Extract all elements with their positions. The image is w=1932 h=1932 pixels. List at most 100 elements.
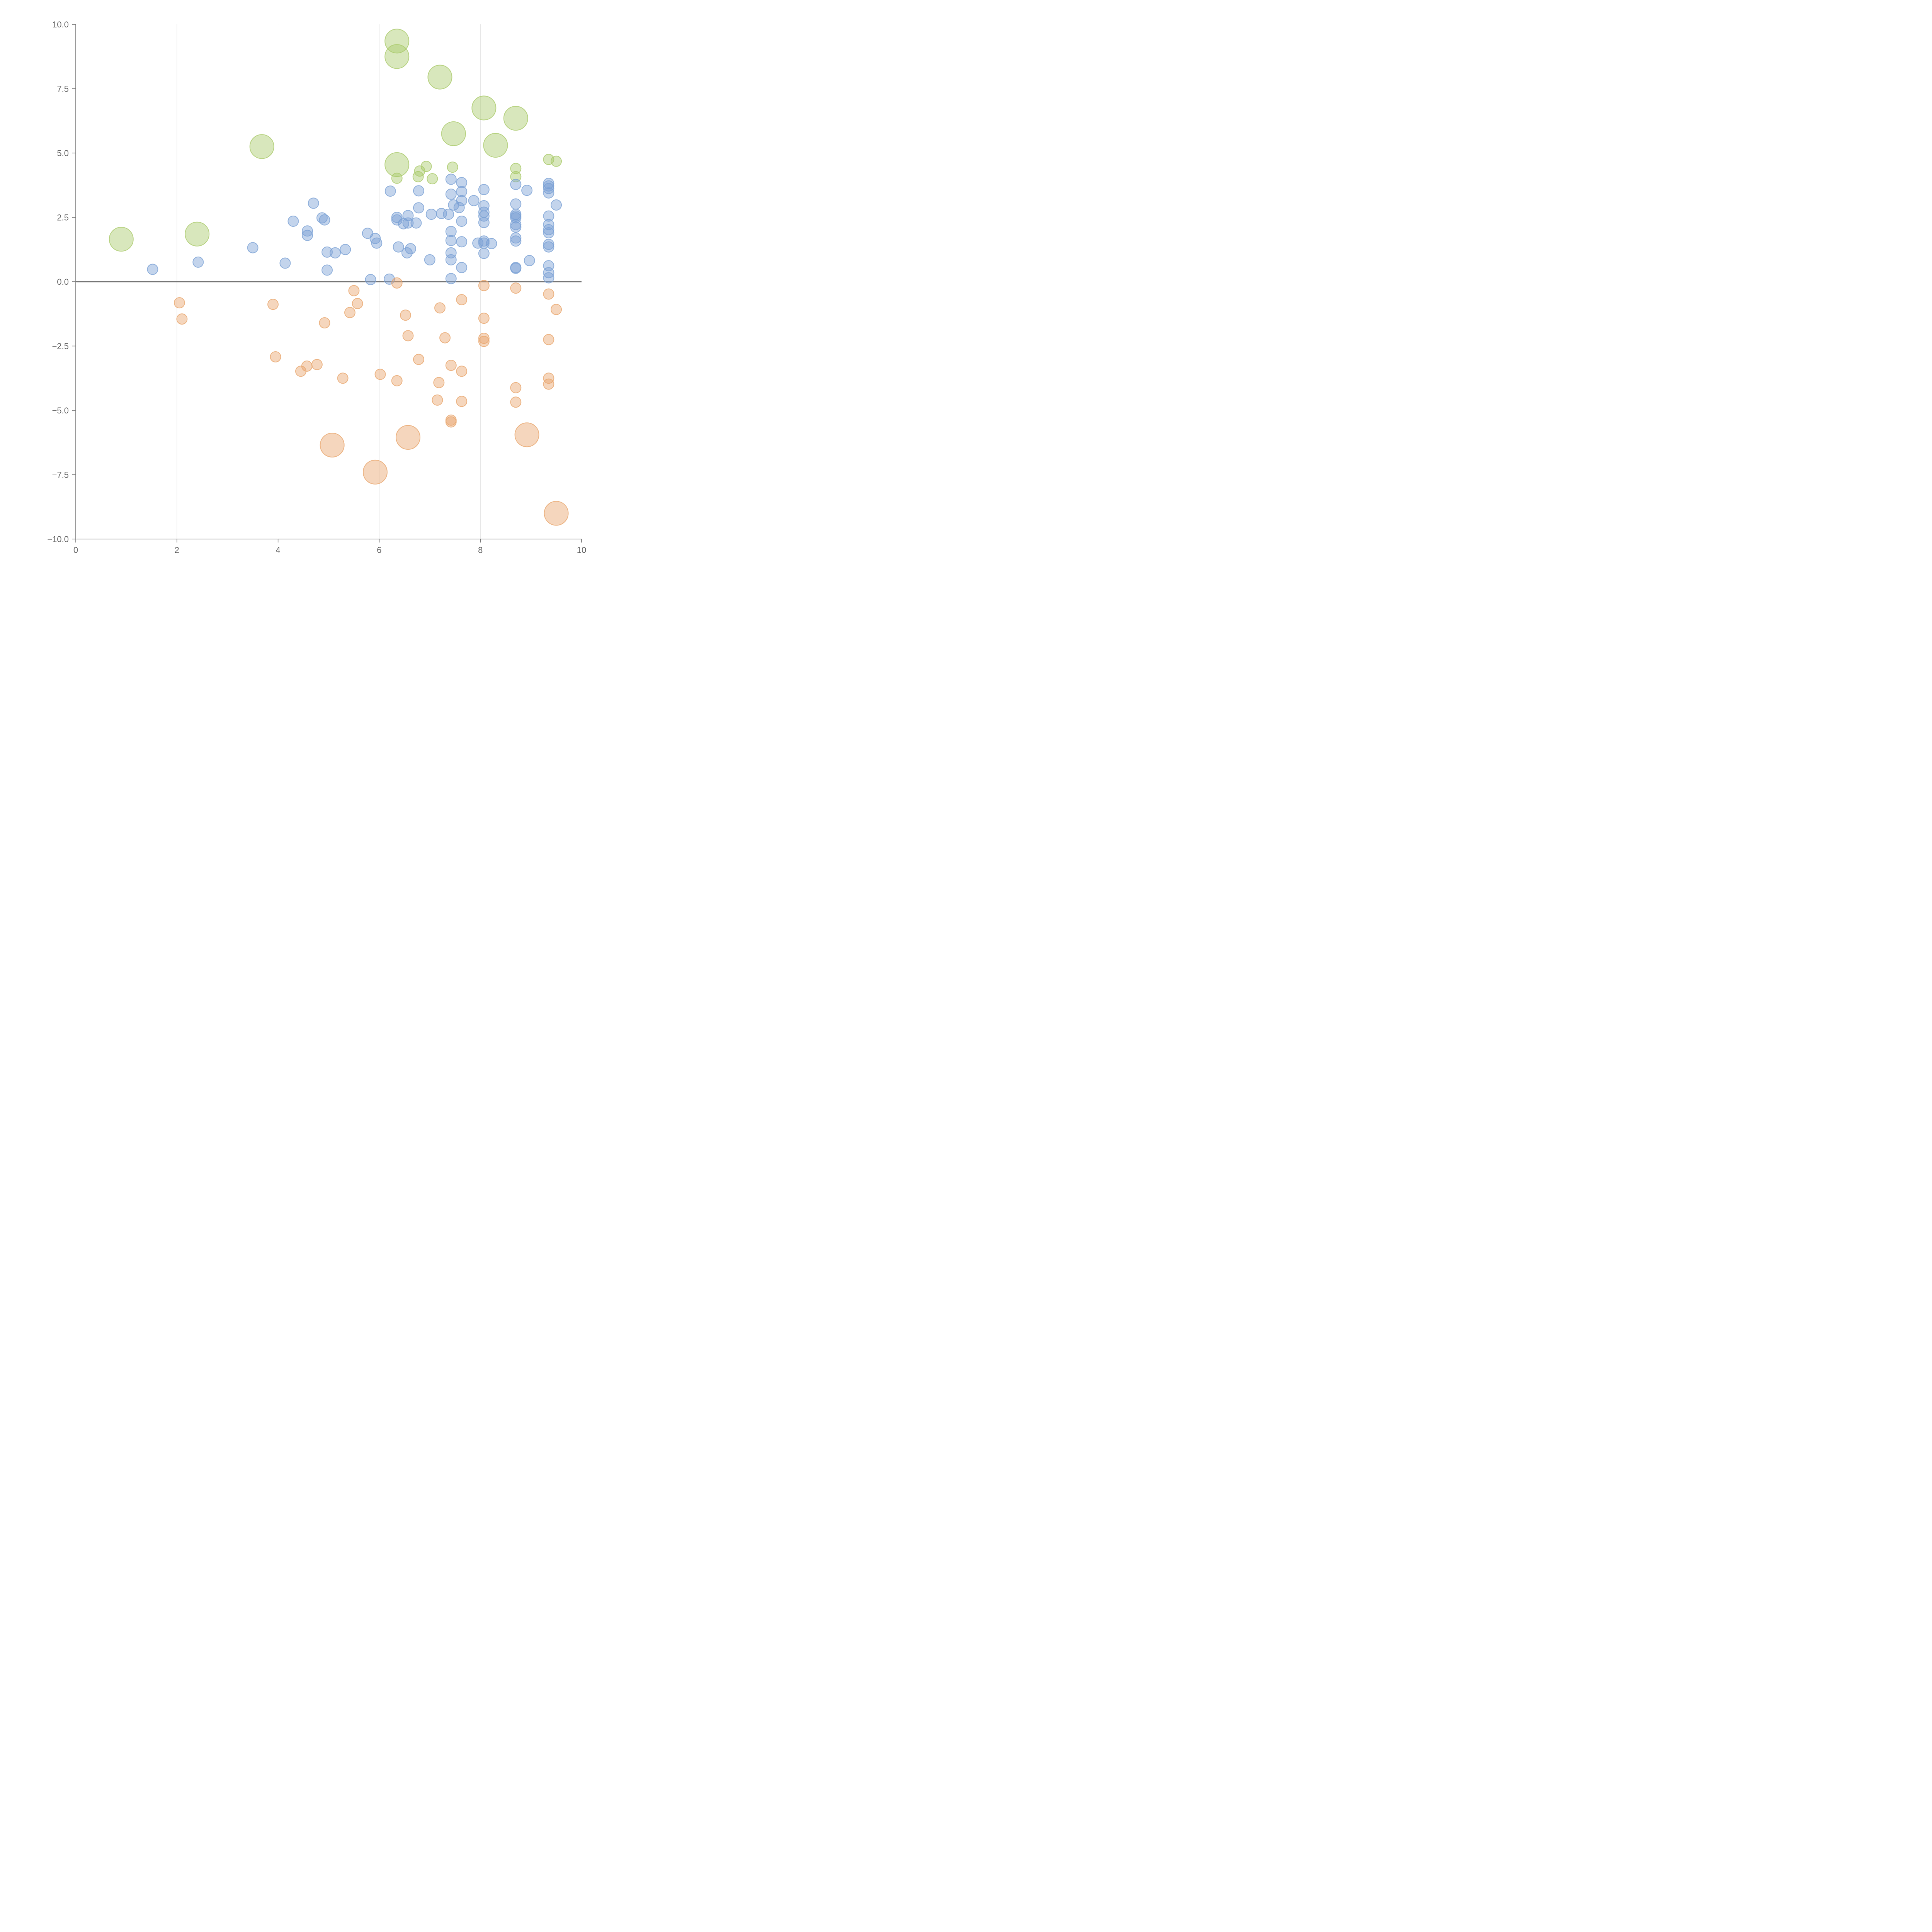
blue-point-5 bbox=[302, 225, 313, 237]
blue-point-60 bbox=[486, 238, 497, 249]
blue-point-1 bbox=[192, 256, 204, 268]
orange-point-16 bbox=[402, 330, 414, 342]
blue-point-67 bbox=[510, 221, 522, 233]
orange-point-25 bbox=[456, 294, 468, 306]
orange-point-7 bbox=[319, 317, 330, 329]
orange-point-22 bbox=[445, 359, 457, 371]
blue-point-36 bbox=[445, 189, 457, 200]
green-point-10 bbox=[109, 227, 134, 252]
chart-container: 10.0 7.5 5.0 2.5 0.0 −2.5 −5.0 −7.5 −10.0 0 2 4 6 8 10 bbox=[0, 0, 600, 600]
green-point-8 bbox=[384, 152, 410, 177]
blue-point-81 bbox=[543, 227, 554, 238]
orange-point-24 bbox=[445, 416, 457, 428]
blue-point-25 bbox=[402, 217, 414, 229]
orange-point-38 bbox=[543, 378, 554, 390]
blue-point-77 bbox=[543, 187, 554, 199]
blue-point-43 bbox=[456, 177, 468, 189]
orange-point-27 bbox=[456, 396, 468, 407]
blue-point-7 bbox=[308, 197, 319, 209]
blue-point-34 bbox=[443, 209, 454, 220]
blue-point-12 bbox=[330, 247, 341, 259]
y-tick-label-3: 2.5 bbox=[57, 213, 69, 223]
blue-point-68 bbox=[510, 232, 522, 244]
blue-point-82 bbox=[543, 238, 554, 250]
green-point-13 bbox=[447, 162, 458, 173]
orange-point-15 bbox=[400, 310, 411, 321]
orange-point-0 bbox=[173, 297, 185, 309]
orange-point-35 bbox=[543, 288, 554, 300]
blue-point-9 bbox=[319, 214, 330, 226]
y-tick-label-6: −5.0 bbox=[52, 406, 69, 415]
orange-point-20 bbox=[434, 302, 446, 314]
x-tick-label-0: 0 bbox=[73, 545, 78, 555]
blue-point-6 bbox=[302, 230, 313, 241]
blue-point-62 bbox=[510, 198, 522, 210]
green-point-7 bbox=[249, 134, 274, 159]
blue-point-27 bbox=[405, 243, 417, 255]
orange-point-29 bbox=[478, 313, 490, 324]
green-point-14 bbox=[420, 161, 432, 172]
blue-point-10 bbox=[321, 246, 333, 258]
blue-point-28 bbox=[410, 217, 422, 229]
blue-point-46 bbox=[453, 202, 465, 213]
orange-point-31 bbox=[478, 336, 490, 347]
orange-point-21 bbox=[439, 332, 451, 344]
green-point-5 bbox=[441, 121, 466, 146]
orange-point-42 bbox=[362, 459, 388, 485]
orange-point-26 bbox=[456, 366, 468, 377]
green-point-9 bbox=[185, 221, 210, 247]
blue-point-21 bbox=[391, 214, 403, 226]
blue-point-32 bbox=[425, 209, 437, 220]
tick-labels: 10.0 7.5 5.0 2.5 0.0 −2.5 −5.0 −7.5 −10.0 0 2 4 6 8 10 bbox=[47, 20, 586, 555]
orange-point-13 bbox=[391, 277, 403, 289]
orange-point-9 bbox=[344, 307, 355, 318]
blue-point-41 bbox=[445, 254, 457, 265]
blue-point-39 bbox=[445, 235, 457, 246]
blue-point-61 bbox=[510, 179, 522, 190]
green-point-18 bbox=[510, 171, 522, 182]
orange-point-19 bbox=[433, 377, 445, 388]
scatter-chart: 10.0 7.5 5.0 2.5 0.0 −2.5 −5.0 −7.5 −10.0 0 2 4 6 8 10 bbox=[47, 20, 586, 555]
orange-point-6 bbox=[311, 359, 323, 370]
orange-point-12 bbox=[374, 369, 386, 380]
blue-point-42 bbox=[445, 273, 457, 284]
blue-point-66 bbox=[510, 219, 522, 230]
x-tick-label-1: 2 bbox=[175, 545, 179, 555]
orange-point-8 bbox=[337, 372, 349, 384]
orange-point-17 bbox=[413, 354, 425, 365]
blue-point-11 bbox=[321, 264, 333, 276]
x-tick-label-4: 8 bbox=[478, 545, 483, 555]
y-tick-label-1: 7.5 bbox=[57, 84, 69, 94]
y-tick-label-2: 5.0 bbox=[57, 148, 69, 158]
blue-point-4 bbox=[287, 215, 299, 227]
orange-point-5 bbox=[301, 360, 313, 372]
blue-point-22 bbox=[393, 241, 404, 253]
y-tick-label-8: −10.0 bbox=[47, 534, 69, 544]
green-point-4 bbox=[503, 106, 528, 131]
orange-point-32 bbox=[510, 282, 522, 294]
y-tick-label-0: 10.0 bbox=[52, 20, 69, 29]
blue-point-49 bbox=[456, 262, 468, 273]
y-tick-label-4: 0.0 bbox=[57, 277, 69, 287]
blue-point-69 bbox=[510, 235, 522, 247]
green-point-2 bbox=[427, 65, 452, 90]
orange-point-33 bbox=[510, 382, 522, 393]
x-tick-label-3: 6 bbox=[377, 545, 381, 555]
orange-point-3 bbox=[270, 351, 281, 362]
data-points bbox=[109, 29, 569, 526]
blue-point-73 bbox=[524, 255, 535, 266]
blue-point-31 bbox=[424, 254, 435, 265]
blue-point-16 bbox=[371, 237, 383, 249]
green-point-3 bbox=[471, 95, 497, 121]
blue-point-86 bbox=[543, 272, 554, 284]
orange-point-18 bbox=[432, 394, 443, 406]
orange-point-30 bbox=[478, 333, 490, 344]
orange-point-1 bbox=[176, 313, 188, 325]
orange-point-44 bbox=[544, 501, 569, 526]
orange-point-37 bbox=[543, 372, 554, 384]
blue-point-2 bbox=[247, 242, 259, 253]
blue-point-47 bbox=[456, 215, 468, 227]
orange-point-36 bbox=[543, 334, 554, 345]
orange-point-43 bbox=[514, 422, 539, 447]
blue-point-56 bbox=[478, 217, 490, 228]
